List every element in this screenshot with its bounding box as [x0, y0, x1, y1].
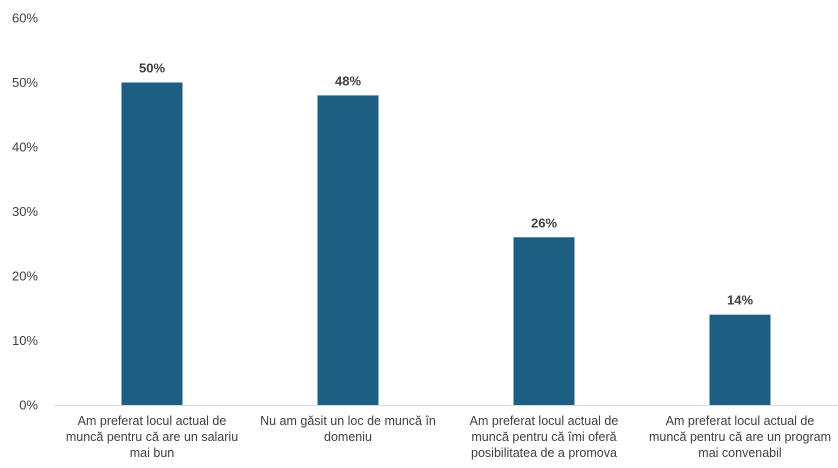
y-tick-label: 60%: [12, 11, 38, 26]
x-tick-label: Am preferat locul actual de muncă pentru…: [648, 414, 832, 460]
y-tick-label: 30%: [12, 204, 38, 219]
bar-data-label: 14%: [727, 293, 753, 308]
bar: [709, 314, 771, 405]
bar-data-label: 50%: [139, 61, 165, 76]
bar: [513, 237, 575, 405]
x-tick-label: Nu am găsit un loc de muncă în domeniu: [260, 414, 436, 444]
bar-data-label: 26%: [531, 215, 557, 230]
y-tick-label: 40%: [12, 140, 38, 155]
y-tick-label: 20%: [12, 269, 38, 284]
y-tick-label: 0%: [19, 398, 38, 413]
x-tick-label: Am preferat locul actual de muncă pentru…: [65, 414, 239, 460]
x-tick-label: Am preferat locul actual de muncă pentru…: [469, 414, 619, 460]
bar: [121, 82, 183, 405]
y-tick-label: 10%: [12, 333, 38, 348]
y-tick-label: 50%: [12, 75, 38, 90]
bar-data-label: 48%: [335, 73, 361, 88]
bar: [317, 95, 379, 406]
